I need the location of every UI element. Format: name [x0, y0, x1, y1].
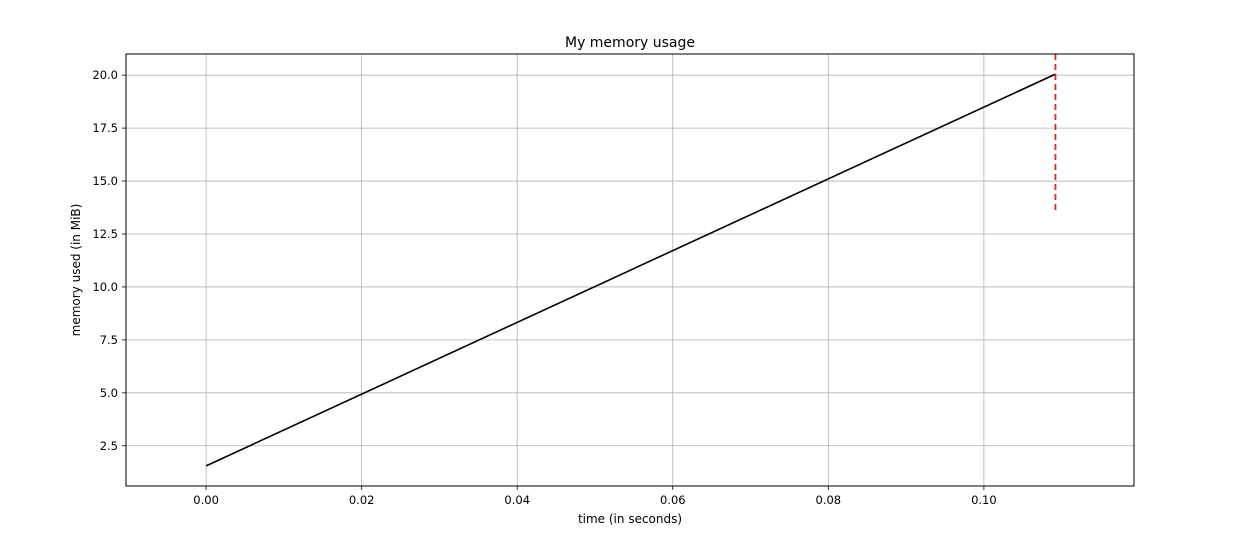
chart-title: My memory usage [565, 35, 695, 51]
grid-layer [126, 54, 1134, 486]
y-tick-label: 10.0 [92, 280, 118, 294]
tick-layer: 0.00 0.02 0.04 0.06 0.08 0.10 2.5 5.0 7.5 10.0 12.… [92, 68, 996, 507]
x-axis-label: time (in seconds) [578, 512, 682, 526]
y-tick-label: 2.5 [100, 439, 118, 453]
y-tick-label: 15.0 [92, 174, 118, 188]
y-axis-label: memory used (in MiB) [69, 204, 83, 337]
y-tick-label: 20.0 [92, 68, 118, 82]
y-tick-label: 17.5 [92, 121, 118, 135]
plot-frame [125, 53, 1135, 487]
series-layer [205, 73, 1056, 467]
x-tick-label: 0.02 [349, 493, 375, 507]
x-tick-label: 0.06 [660, 493, 686, 507]
x-tick-label: 0.08 [816, 493, 842, 507]
x-tick-label: 0.04 [504, 493, 530, 507]
y-tick-label: 7.5 [100, 333, 118, 347]
y-tick-label: 12.5 [92, 227, 118, 241]
x-tick-label: 0.00 [193, 493, 219, 507]
x-tick-label: 0.10 [971, 493, 997, 507]
series-line-0 [205, 73, 1056, 467]
y-tick-label: 5.0 [100, 386, 118, 400]
